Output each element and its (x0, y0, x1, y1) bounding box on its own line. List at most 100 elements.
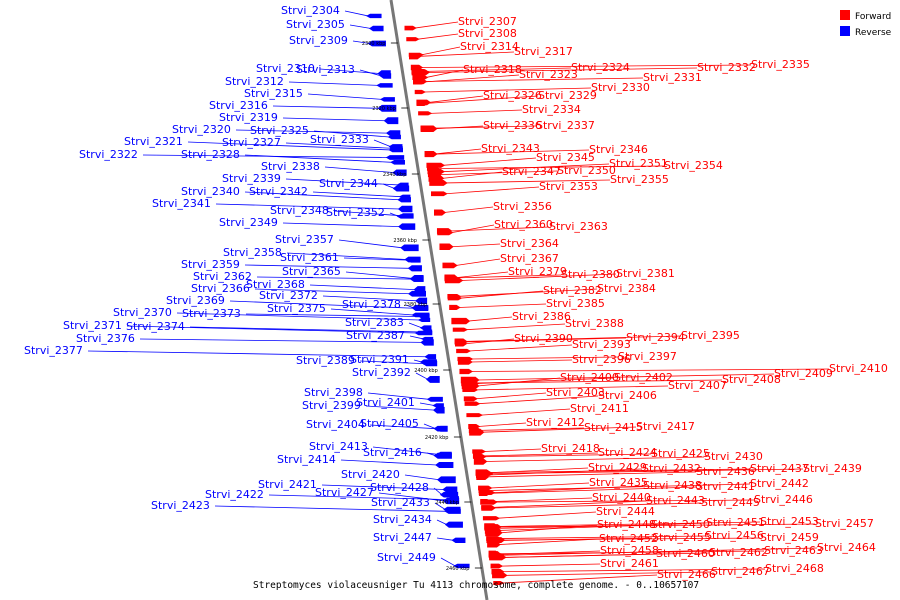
forward-gene-label[interactable]: Strvi_2425 (651, 447, 710, 460)
forward-gene-label[interactable]: Strvi_2445 (701, 496, 760, 509)
reverse-gene-label[interactable]: Strvi_2421 (258, 478, 317, 491)
forward-gene-label[interactable]: Strvi_2438 (643, 479, 702, 492)
forward-gene-label[interactable]: Strvi_2356 (493, 200, 552, 213)
forward-gene-label[interactable]: Strvi_2451 (706, 516, 765, 529)
reverse-gene-label[interactable]: Strvi_2371 (63, 319, 122, 332)
forward-gene-label[interactable]: Strvi_2459 (760, 531, 819, 544)
forward-gene-label[interactable]: Strvi_2323 (519, 68, 578, 81)
reverse-gene-label[interactable]: Strvi_2365 (282, 265, 341, 278)
reverse-gene-label[interactable]: Strvi_2361 (280, 251, 339, 264)
forward-gene-label[interactable]: Strvi_2380 (561, 268, 620, 281)
forward-gene-label[interactable]: Strvi_2329 (538, 89, 597, 102)
reverse-gene-label[interactable]: Strvi_2369 (166, 294, 225, 307)
forward-gene-label[interactable]: Strvi_2364 (500, 237, 559, 250)
reverse-gene-label[interactable]: Strvi_2358 (223, 246, 282, 259)
reverse-gene-label[interactable]: Strvi_2344 (319, 177, 378, 190)
reverse-gene-label[interactable]: Strvi_2357 (275, 233, 334, 246)
forward-gene-label[interactable]: Strvi_2386 (512, 310, 571, 323)
forward-gene-label[interactable]: Strvi_2441 (696, 480, 755, 493)
forward-gene-label[interactable]: Strvi_2448 (597, 518, 656, 531)
forward-gene-label[interactable]: Strvi_2350 (557, 164, 616, 177)
forward-gene-label[interactable]: Strvi_2424 (598, 446, 657, 459)
forward-gene-label[interactable]: Strvi_2429 (588, 461, 647, 474)
forward-gene-label[interactable]: Strvi_2436 (696, 465, 755, 478)
forward-gene-label[interactable]: Strvi_2463 (764, 544, 823, 557)
forward-gene-label[interactable]: Strvi_2406 (598, 389, 657, 402)
forward-gene-label[interactable]: Strvi_2400 (560, 371, 619, 384)
forward-gene-label[interactable]: Strvi_2456 (705, 529, 764, 542)
forward-gene-label[interactable]: Strvi_2430 (704, 450, 763, 463)
forward-gene-label[interactable]: Strvi_2353 (539, 180, 598, 193)
forward-gene-label[interactable]: Strvi_2432 (642, 462, 701, 475)
reverse-gene-label[interactable]: Strvi_2352 (326, 206, 385, 219)
forward-gene-label[interactable]: Strvi_2379 (508, 265, 567, 278)
reverse-gene-label[interactable]: Strvi_2321 (124, 135, 183, 148)
forward-gene-label[interactable]: Strvi_2385 (546, 297, 605, 310)
forward-gene-label[interactable]: Strvi_2468 (765, 562, 824, 575)
forward-gene-label[interactable]: Strvi_2345 (536, 151, 595, 164)
reverse-gene-label[interactable]: Strvi_2373 (182, 307, 241, 320)
forward-gene-label[interactable]: Strvi_2360 (494, 218, 553, 231)
reverse-gene-label[interactable]: Strvi_2338 (261, 160, 320, 173)
forward-gene-label[interactable]: Strvi_2367 (500, 252, 559, 265)
forward-gene-label[interactable]: Strvi_2346 (589, 143, 648, 156)
reverse-gene-label[interactable]: Strvi_2416 (363, 446, 422, 459)
reverse-gene-label[interactable]: Strvi_2449 (377, 551, 436, 564)
forward-gene-label[interactable]: Strvi_2382 (543, 284, 602, 297)
forward-gene-label[interactable]: Strvi_2407 (668, 379, 727, 392)
reverse-gene-label[interactable]: Strvi_2348 (270, 204, 329, 217)
reverse-gene-label[interactable]: Strvi_2414 (277, 453, 336, 466)
reverse-gene-label[interactable]: Strvi_2392 (352, 366, 411, 379)
forward-gene-label[interactable]: Strvi_2336 (483, 119, 542, 132)
reverse-gene-label[interactable]: Strvi_2399 (302, 399, 361, 412)
forward-gene-label[interactable]: Strvi_2464 (817, 541, 876, 554)
reverse-gene-label[interactable]: Strvi_2325 (250, 124, 309, 137)
reverse-gene-label[interactable]: Strvi_2319 (219, 111, 278, 124)
forward-gene-label[interactable]: Strvi_2355 (610, 173, 669, 186)
reverse-gene-label[interactable]: Strvi_2389 (296, 354, 355, 367)
forward-gene-label[interactable]: Strvi_2452 (599, 532, 658, 545)
reverse-gene-label[interactable]: Strvi_2377 (24, 344, 83, 357)
reverse-gene-label[interactable]: Strvi_2316 (209, 99, 268, 112)
forward-gene-label[interactable]: Strvi_2397 (618, 350, 677, 363)
reverse-gene-label[interactable]: Strvi_2327 (222, 136, 281, 149)
reverse-gene-label[interactable]: Strvi_2401 (356, 396, 415, 409)
forward-gene-label[interactable]: Strvi_2440 (592, 491, 651, 504)
reverse-gene-label[interactable]: Strvi_2434 (373, 513, 432, 526)
reverse-gene-label[interactable]: Strvi_2433 (371, 496, 430, 509)
reverse-gene-label[interactable]: Strvi_2320 (172, 123, 231, 136)
forward-gene-label[interactable]: Strvi_2435 (589, 476, 648, 489)
forward-gene-label[interactable]: Strvi_2466 (657, 568, 716, 581)
forward-gene-label[interactable]: Strvi_2318 (463, 63, 522, 76)
reverse-gene-label[interactable]: Strvi_2368 (246, 278, 305, 291)
reverse-gene-label[interactable]: Strvi_2328 (181, 148, 240, 161)
forward-gene-label[interactable]: Strvi_2410 (829, 362, 888, 375)
reverse-gene-label[interactable]: Strvi_2427 (315, 486, 374, 499)
forward-gene-label[interactable]: Strvi_2403 (546, 386, 605, 399)
forward-gene-label[interactable]: Strvi_2324 (571, 61, 630, 74)
reverse-gene-label[interactable]: Strvi_2305 (286, 18, 345, 31)
forward-gene-label[interactable]: Strvi_2461 (600, 557, 659, 570)
forward-gene-label[interactable]: Strvi_2395 (681, 329, 740, 342)
reverse-gene-label[interactable]: Strvi_2313 (296, 63, 355, 76)
reverse-gene-label[interactable]: Strvi_2310 (256, 62, 315, 75)
reverse-gene-label[interactable]: Strvi_2404 (306, 418, 365, 431)
forward-gene-label[interactable]: Strvi_2394 (626, 331, 685, 344)
reverse-gene-label[interactable]: Strvi_2309 (289, 34, 348, 47)
reverse-gene-label[interactable]: Strvi_2383 (345, 316, 404, 329)
reverse-gene-label[interactable]: Strvi_2398 (304, 386, 363, 399)
forward-gene-label[interactable]: Strvi_2458 (600, 544, 659, 557)
forward-gene-label[interactable]: Strvi_2393 (572, 338, 631, 351)
forward-gene-label[interactable]: Strvi_2331 (643, 71, 702, 84)
reverse-gene-label[interactable]: Strvi_2366 (191, 282, 250, 295)
forward-gene-label[interactable]: Strvi_2418 (541, 442, 600, 455)
forward-gene-label[interactable]: Strvi_2442 (750, 477, 809, 490)
forward-gene-label[interactable]: Strvi_2337 (536, 119, 595, 132)
reverse-gene-label[interactable]: Strvi_2387 (346, 329, 405, 342)
reverse-gene-label[interactable]: Strvi_2422 (205, 488, 264, 501)
forward-gene-label[interactable]: Strvi_2408 (722, 373, 781, 386)
forward-gene-label[interactable]: Strvi_2381 (616, 267, 675, 280)
forward-gene-label[interactable]: Strvi_2415 (584, 421, 643, 434)
reverse-gene-label[interactable]: Strvi_2339 (222, 172, 281, 185)
reverse-gene-label[interactable]: Strvi_2447 (373, 531, 432, 544)
